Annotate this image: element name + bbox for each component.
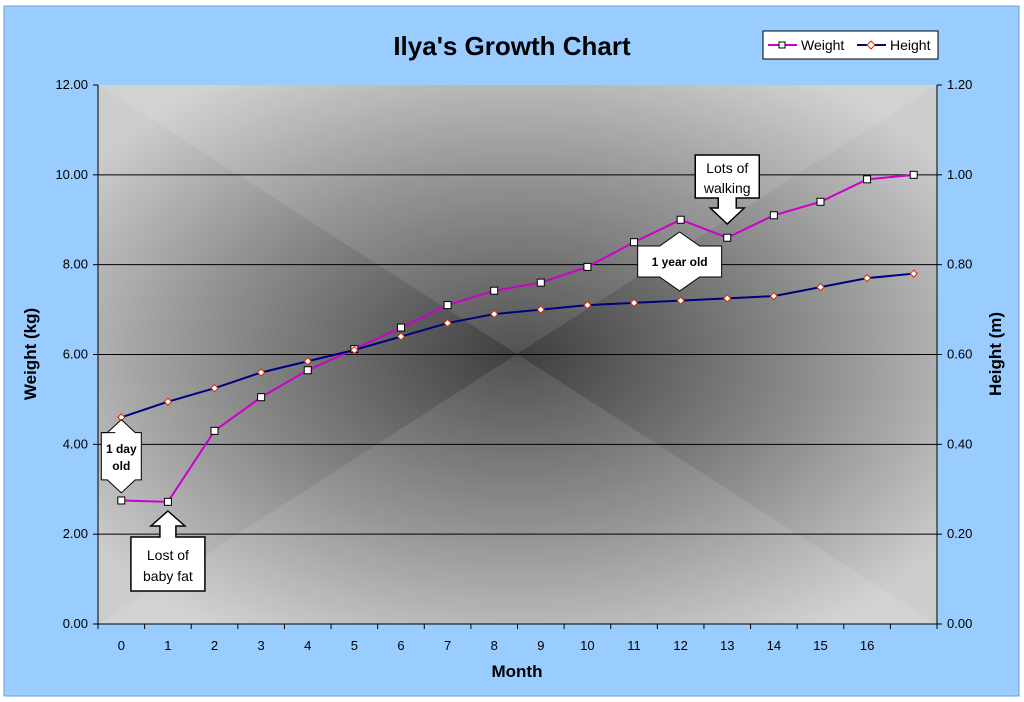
height-point xyxy=(163,397,173,406)
x-tick-label: 8 xyxy=(491,638,498,653)
height-point xyxy=(816,282,825,292)
callout-text: Lots of xyxy=(706,160,748,176)
annotation-lots-of-walking: Lots of walking xyxy=(694,154,760,226)
right-tick-label: 0.60 xyxy=(947,347,972,362)
left-tick-label: 4.00 xyxy=(63,436,88,451)
callout-text: baby fat xyxy=(143,568,193,584)
x-tick-label: 15 xyxy=(813,638,827,653)
plot-shade-bottom xyxy=(98,354,937,624)
right-tick-label: 0.20 xyxy=(947,526,972,541)
weight-point xyxy=(257,393,266,402)
height-point xyxy=(256,368,266,377)
height-point xyxy=(862,273,872,283)
series-line-weight xyxy=(121,173,914,503)
x-tick-label: 7 xyxy=(444,638,451,653)
weight-point xyxy=(769,211,778,220)
x-tick-label: 3 xyxy=(258,638,265,653)
height-point xyxy=(396,332,406,341)
right-tick-label: 1.00 xyxy=(947,167,972,182)
height-point xyxy=(443,318,452,328)
height-point xyxy=(536,305,546,314)
legend-height-marker xyxy=(866,40,876,50)
weight-point xyxy=(816,197,825,206)
height-point xyxy=(723,294,732,303)
callout-text: Lost of xyxy=(147,547,189,563)
annotation-layer: 1 day old Lost of baby fat 1 year old Lots of… xyxy=(100,154,760,592)
series-line-height xyxy=(120,272,914,419)
x-tick-label: 0 xyxy=(118,638,125,653)
x-tick-label: 2 xyxy=(211,638,218,653)
left-tick-label: 2.00 xyxy=(63,526,88,541)
weight-point xyxy=(630,238,639,247)
x-axis-title: Month xyxy=(492,662,543,681)
left-tick-label: 0.00 xyxy=(63,616,88,631)
x-tick-label: 11 xyxy=(627,638,641,653)
callout-text: 1 year old xyxy=(652,255,708,269)
weight-point xyxy=(163,497,172,506)
height-point xyxy=(350,345,359,355)
weight-point xyxy=(909,170,918,179)
x-tick-label: 1 xyxy=(164,638,171,653)
x-axis-ticks: 0 1 2 3 4 5 6 7 8 9 10 11 12 13 14 15 16 xyxy=(97,624,938,653)
x-tick-label: 9 xyxy=(537,638,544,653)
right-tick-label: 0.00 xyxy=(947,616,972,631)
legend-height-label: Height xyxy=(890,37,931,53)
height-point xyxy=(676,296,685,305)
right-tick-label: 0.80 xyxy=(947,257,972,272)
x-tick-label: 14 xyxy=(767,638,781,653)
height-point xyxy=(489,309,499,319)
legend-weight-label: Weight xyxy=(801,37,844,53)
height-point xyxy=(303,357,312,366)
annotation-1-day-old: 1 day old xyxy=(100,418,142,494)
annotation-lost-baby-fat: Lost of baby fat xyxy=(130,509,206,592)
weight-point xyxy=(117,496,126,505)
height-point xyxy=(210,383,219,393)
legend: Weight Height xyxy=(762,30,939,60)
height-point xyxy=(769,291,779,301)
y-axis-title: Weight (kg) xyxy=(21,308,40,400)
weight-point xyxy=(583,262,592,271)
x-tick-label: 6 xyxy=(397,638,404,653)
right-tick-label: 0.40 xyxy=(947,436,972,451)
x-tick-label: 16 xyxy=(860,638,874,653)
callout-shape xyxy=(637,231,723,292)
x-tick-label: 13 xyxy=(720,638,734,653)
weight-point xyxy=(303,366,312,375)
weight-point xyxy=(396,323,405,332)
height-point xyxy=(583,300,592,310)
x-tick-label: 12 xyxy=(673,638,687,653)
chart-title: Ilya's Growth Chart xyxy=(393,31,631,61)
height-point xyxy=(909,269,918,278)
height-point xyxy=(629,298,639,308)
weight-point xyxy=(490,286,499,295)
y2-axis-title: Height (m) xyxy=(986,312,1005,396)
callout-shape xyxy=(694,154,760,226)
x-tick-label: 10 xyxy=(580,638,594,653)
weight-point xyxy=(443,301,452,310)
callout-text: walking xyxy=(703,180,751,196)
right-tick-label: 1.20 xyxy=(947,77,972,92)
weight-point xyxy=(863,175,872,184)
callout-text: old xyxy=(112,459,130,473)
left-tick-label: 6.00 xyxy=(63,347,88,362)
callout-shape xyxy=(130,509,206,592)
gridlines xyxy=(98,174,937,535)
left-tick-label: 12.00 xyxy=(55,77,88,92)
legend-weight-marker xyxy=(778,41,786,49)
right-axis-ticks: 0.00 0.20 0.40 0.60 0.80 1.00 1.20 xyxy=(937,77,972,631)
left-tick-label: 8.00 xyxy=(63,257,88,272)
left-tick-label: 10.00 xyxy=(55,167,88,182)
series-layer xyxy=(117,170,918,506)
annotation-1-year-old: 1 year old xyxy=(637,231,723,292)
weight-point xyxy=(723,233,732,242)
callout-text: 1 day xyxy=(106,442,137,456)
left-axis-ticks: 0.00 2.00 4.00 6.00 8.00 10.00 12.00 xyxy=(55,77,98,631)
weight-point xyxy=(210,426,219,435)
weight-point xyxy=(676,215,685,224)
weight-point xyxy=(536,278,545,287)
plot-shade-top xyxy=(98,85,937,354)
x-tick-label: 5 xyxy=(351,638,358,653)
x-tick-label: 4 xyxy=(304,638,311,653)
